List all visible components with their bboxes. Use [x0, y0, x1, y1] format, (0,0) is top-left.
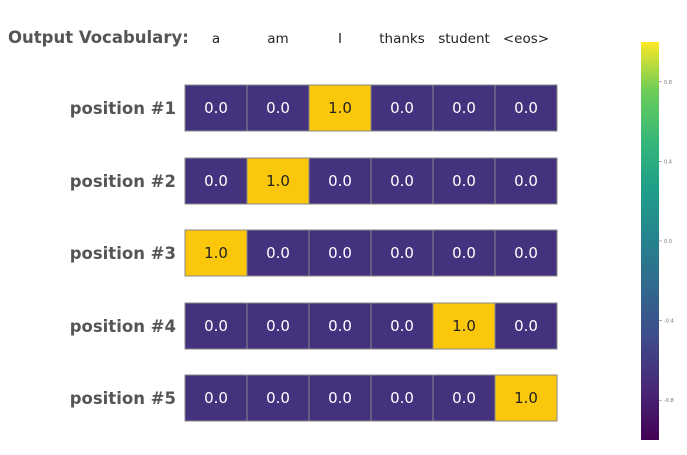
cell-value-label: 0.0 — [514, 172, 538, 190]
cell-value-label: 0.0 — [390, 244, 414, 262]
heatmap-cell — [184, 302, 248, 350]
vocabulary-word: a — [212, 31, 220, 47]
vocabulary-word: am — [267, 31, 288, 47]
cell-value-label: 1.0 — [266, 172, 290, 190]
heatmap-cell — [308, 374, 372, 422]
heatmap-cell — [246, 302, 310, 350]
heatmap-cell — [246, 229, 310, 277]
vocabulary-word: thanks — [379, 31, 425, 47]
cell-value-label: 0.0 — [266, 389, 290, 407]
heatmap-cell — [308, 157, 372, 205]
cell-value-label: 0.0 — [514, 99, 538, 117]
cell-value-label: 0.0 — [514, 244, 538, 262]
heatmap-cell — [246, 157, 310, 205]
colorbar-ticks: 0.8 0.4 0.0 -0.4 -0.8 — [659, 80, 674, 404]
heatmap-cell — [370, 157, 434, 205]
cell-value-label: 0.0 — [514, 317, 538, 335]
colorbar-tick-label: 0.0 — [664, 239, 672, 245]
position-label: position #5 — [70, 389, 176, 408]
heatmap-cell — [494, 374, 558, 422]
cell-value-label: 0.0 — [328, 317, 352, 335]
heatmap-cell — [184, 84, 248, 132]
heatmap-cell — [370, 374, 434, 422]
cell-value-label: 0.0 — [266, 99, 290, 117]
heatmap-cells: 0.0 0.0 1.0 0.0 0.0 0.0 0.0 1.0 0.0 0.0 0.0 0.0 1.0 0… — [184, 84, 558, 422]
heatmap-cell — [184, 157, 248, 205]
cell-value-label: 0.0 — [328, 244, 352, 262]
cell-value-label: 0.0 — [266, 244, 290, 262]
heatmap-cell — [494, 229, 558, 277]
heatmap-cell — [494, 302, 558, 350]
colorbar-tick-label: 0.8 — [664, 80, 672, 86]
cell-value-label: 0.0 — [390, 389, 414, 407]
cell-value-label: 1.0 — [452, 317, 476, 335]
heatmap-cell — [432, 374, 496, 422]
vocabulary-word: I — [338, 31, 342, 47]
vocabulary-title: Output Vocabulary: — [8, 28, 189, 47]
cell-value-label: 0.0 — [204, 172, 228, 190]
cell-value-label: 1.0 — [204, 244, 228, 262]
cell-value-label: 0.0 — [266, 317, 290, 335]
cell-value-label: 0.0 — [452, 172, 476, 190]
colorbar-gradient — [641, 42, 659, 440]
cell-value-label: 0.0 — [452, 99, 476, 117]
cell-value-label: 0.0 — [204, 389, 228, 407]
vocabulary-word: <eos> — [503, 31, 549, 47]
cell-value-label: 0.0 — [204, 99, 228, 117]
heatmap-cell — [370, 302, 434, 350]
position-label: position #3 — [70, 244, 176, 263]
cell-value-label: 0.0 — [390, 317, 414, 335]
cell-value-label: 1.0 — [328, 99, 352, 117]
colorbar-tick-label: -0.8 — [664, 398, 674, 404]
cell-value-label: 0.0 — [328, 172, 352, 190]
position-labels: position #1 position #2 position #3 positio… — [70, 99, 176, 408]
cell-value-label: 0.0 — [452, 389, 476, 407]
cell-value-label: 0.0 — [204, 317, 228, 335]
heatmap-cell — [370, 229, 434, 277]
position-label: position #1 — [70, 99, 176, 118]
position-label: position #4 — [70, 317, 176, 336]
heatmap-cell — [184, 374, 248, 422]
cell-value-label: 0.0 — [390, 99, 414, 117]
colorbar-tick-label: -0.4 — [664, 319, 674, 325]
heatmap-cell — [246, 84, 310, 132]
heatmap-cell — [432, 84, 496, 132]
cell-value-label: 0.0 — [328, 389, 352, 407]
cell-value-label: 0.0 — [452, 244, 476, 262]
heatmap-cell — [308, 84, 372, 132]
cell-value-label: 1.0 — [514, 389, 538, 407]
heatmap-cell — [494, 84, 558, 132]
vocabulary-word: student — [438, 31, 490, 47]
position-label: position #2 — [70, 172, 176, 191]
heatmap-cell — [308, 302, 372, 350]
heatmap-cell — [432, 229, 496, 277]
heatmap-cell — [494, 157, 558, 205]
heatmap-cell — [432, 302, 496, 350]
colorbar: 0.8 0.4 0.0 -0.4 -0.8 — [641, 42, 674, 440]
colorbar-tick-label: 0.4 — [664, 159, 672, 165]
heatmap-cell — [184, 229, 248, 277]
cell-value-label: 0.0 — [390, 172, 414, 190]
